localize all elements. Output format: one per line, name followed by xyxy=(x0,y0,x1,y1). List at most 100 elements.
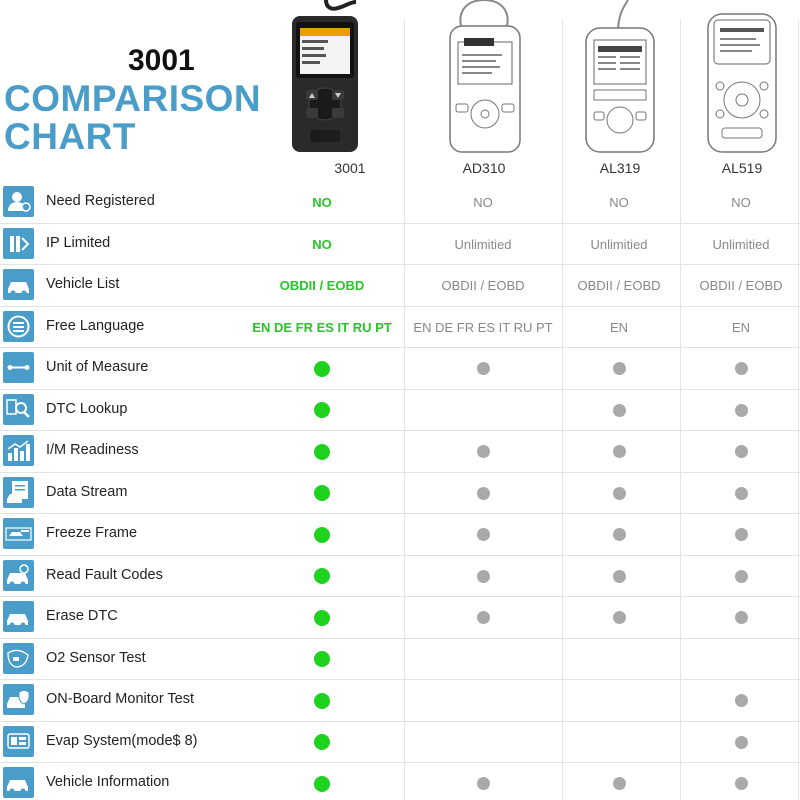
obd-scanner-al519-icon xyxy=(700,0,784,156)
value-cell: NO xyxy=(609,195,629,210)
table-row: Need Registered NO NO NO NO xyxy=(0,182,800,224)
value-cell: OBDII / EOBD xyxy=(577,278,661,293)
supported-dot-grey xyxy=(734,486,748,500)
empty-cell xyxy=(405,639,561,680)
feature-label: Data Stream xyxy=(46,483,128,500)
support-cell xyxy=(683,556,799,597)
supported-dot-grey xyxy=(734,362,748,375)
support-cell xyxy=(683,680,799,721)
car-erase-icon xyxy=(3,601,34,632)
value-cell: Unlimitied xyxy=(454,236,512,252)
feature-label: Need Registered xyxy=(46,193,155,209)
row-divider xyxy=(0,430,800,431)
support-cell xyxy=(405,473,561,514)
supported-dot-grey xyxy=(734,569,748,583)
support-cell xyxy=(405,556,561,597)
supported-dot-green xyxy=(314,526,330,543)
feature-label: Vehicle List xyxy=(46,276,120,292)
supported-dot-grey xyxy=(476,611,490,624)
supported-dot-grey xyxy=(612,445,626,458)
device-label-al319: AL319 xyxy=(599,160,641,176)
feature-label: DTC Lookup xyxy=(46,400,128,417)
row-divider xyxy=(0,596,800,597)
obd-scanner-3001-icon xyxy=(286,0,366,158)
column-divider xyxy=(562,20,563,800)
feature-label: IP Limited xyxy=(46,234,111,251)
magnifier-icon xyxy=(3,393,34,425)
supported-dot-grey xyxy=(734,611,748,624)
supported-dot-green xyxy=(314,775,330,792)
feature-label: Free Language xyxy=(46,317,145,334)
table-row: Unit of Measure xyxy=(0,348,800,390)
support-cell xyxy=(561,473,677,514)
support-cell xyxy=(683,722,799,763)
support-cell xyxy=(405,597,561,638)
supported-dot-grey xyxy=(612,528,626,541)
value-cell: EN DE FR ES IT RU PT xyxy=(252,319,392,335)
table-row: I/M Readiness xyxy=(0,431,800,473)
supported-dot-green xyxy=(314,443,330,460)
supported-dot-grey xyxy=(612,777,626,790)
value-cell: Unlimitied xyxy=(712,236,770,252)
feature-label: Read Fault Codes xyxy=(46,566,163,583)
value-cell: Unlimitied xyxy=(590,236,648,252)
supported-dot-grey xyxy=(476,528,490,541)
supported-dot-grey xyxy=(476,486,490,500)
supported-dot-green xyxy=(314,609,330,626)
support-cell xyxy=(683,597,799,638)
table-row: DTC Lookup xyxy=(0,390,800,431)
support-cell xyxy=(405,348,561,389)
support-cell xyxy=(683,763,799,800)
empty-cell xyxy=(683,639,799,680)
support-cell xyxy=(247,473,397,514)
support-cell xyxy=(561,763,677,800)
row-divider xyxy=(0,762,800,763)
row-divider xyxy=(0,554,800,556)
supported-dot-grey xyxy=(734,528,748,541)
supported-dot-grey xyxy=(734,445,748,458)
empty-cell xyxy=(405,390,561,431)
car-icon xyxy=(3,269,34,300)
supported-dot-grey xyxy=(476,777,490,790)
support-cell xyxy=(683,431,799,472)
support-cell xyxy=(405,763,561,800)
user-icon xyxy=(3,186,34,217)
support-cell xyxy=(247,597,397,638)
supported-dot-grey xyxy=(476,445,490,458)
support-cell xyxy=(561,431,677,472)
table-row: Free Language EN DE FR ES IT RU PT EN DE F… xyxy=(0,307,800,348)
value-cell: NO xyxy=(731,195,751,210)
row-divider xyxy=(0,471,800,473)
feature-label: Evap System(mode$ 8) xyxy=(46,732,198,749)
chart-header: 3001 COMPARISON CHART 3001 xyxy=(0,0,800,182)
column-divider xyxy=(680,20,681,800)
device-label-al519: AL519 xyxy=(721,160,763,176)
empty-cell xyxy=(405,722,561,763)
supported-dot-grey xyxy=(612,486,626,500)
table-row: Erase DTC xyxy=(0,597,800,639)
table-row: O2 Sensor Test xyxy=(0,639,800,680)
support-cell xyxy=(561,514,677,555)
support-cell xyxy=(247,556,397,597)
table-row: ON-Board Monitor Test xyxy=(0,680,800,722)
support-cell xyxy=(561,348,677,389)
row-divider xyxy=(0,679,800,680)
model-title: 3001 xyxy=(128,44,195,77)
support-cell xyxy=(247,431,397,472)
obd-scanner-ad310-icon xyxy=(442,0,526,156)
feature-label: Freeze Frame xyxy=(46,525,138,541)
device-label-ad310: AD310 xyxy=(462,160,506,176)
supported-dot-grey xyxy=(476,569,490,583)
supported-dot-grey xyxy=(734,735,748,749)
support-cell xyxy=(247,348,397,389)
data-stream-icon xyxy=(3,476,34,508)
supported-dot-grey xyxy=(476,362,490,375)
table-row: Vehicle Information xyxy=(0,763,800,800)
supported-dot-grey xyxy=(612,611,626,624)
row-divider xyxy=(0,222,800,224)
row-divider xyxy=(0,347,800,348)
supported-dot-green xyxy=(314,692,330,709)
support-cell xyxy=(683,473,799,514)
table-row: Freeze Frame xyxy=(0,514,800,556)
support-cell xyxy=(405,431,561,472)
